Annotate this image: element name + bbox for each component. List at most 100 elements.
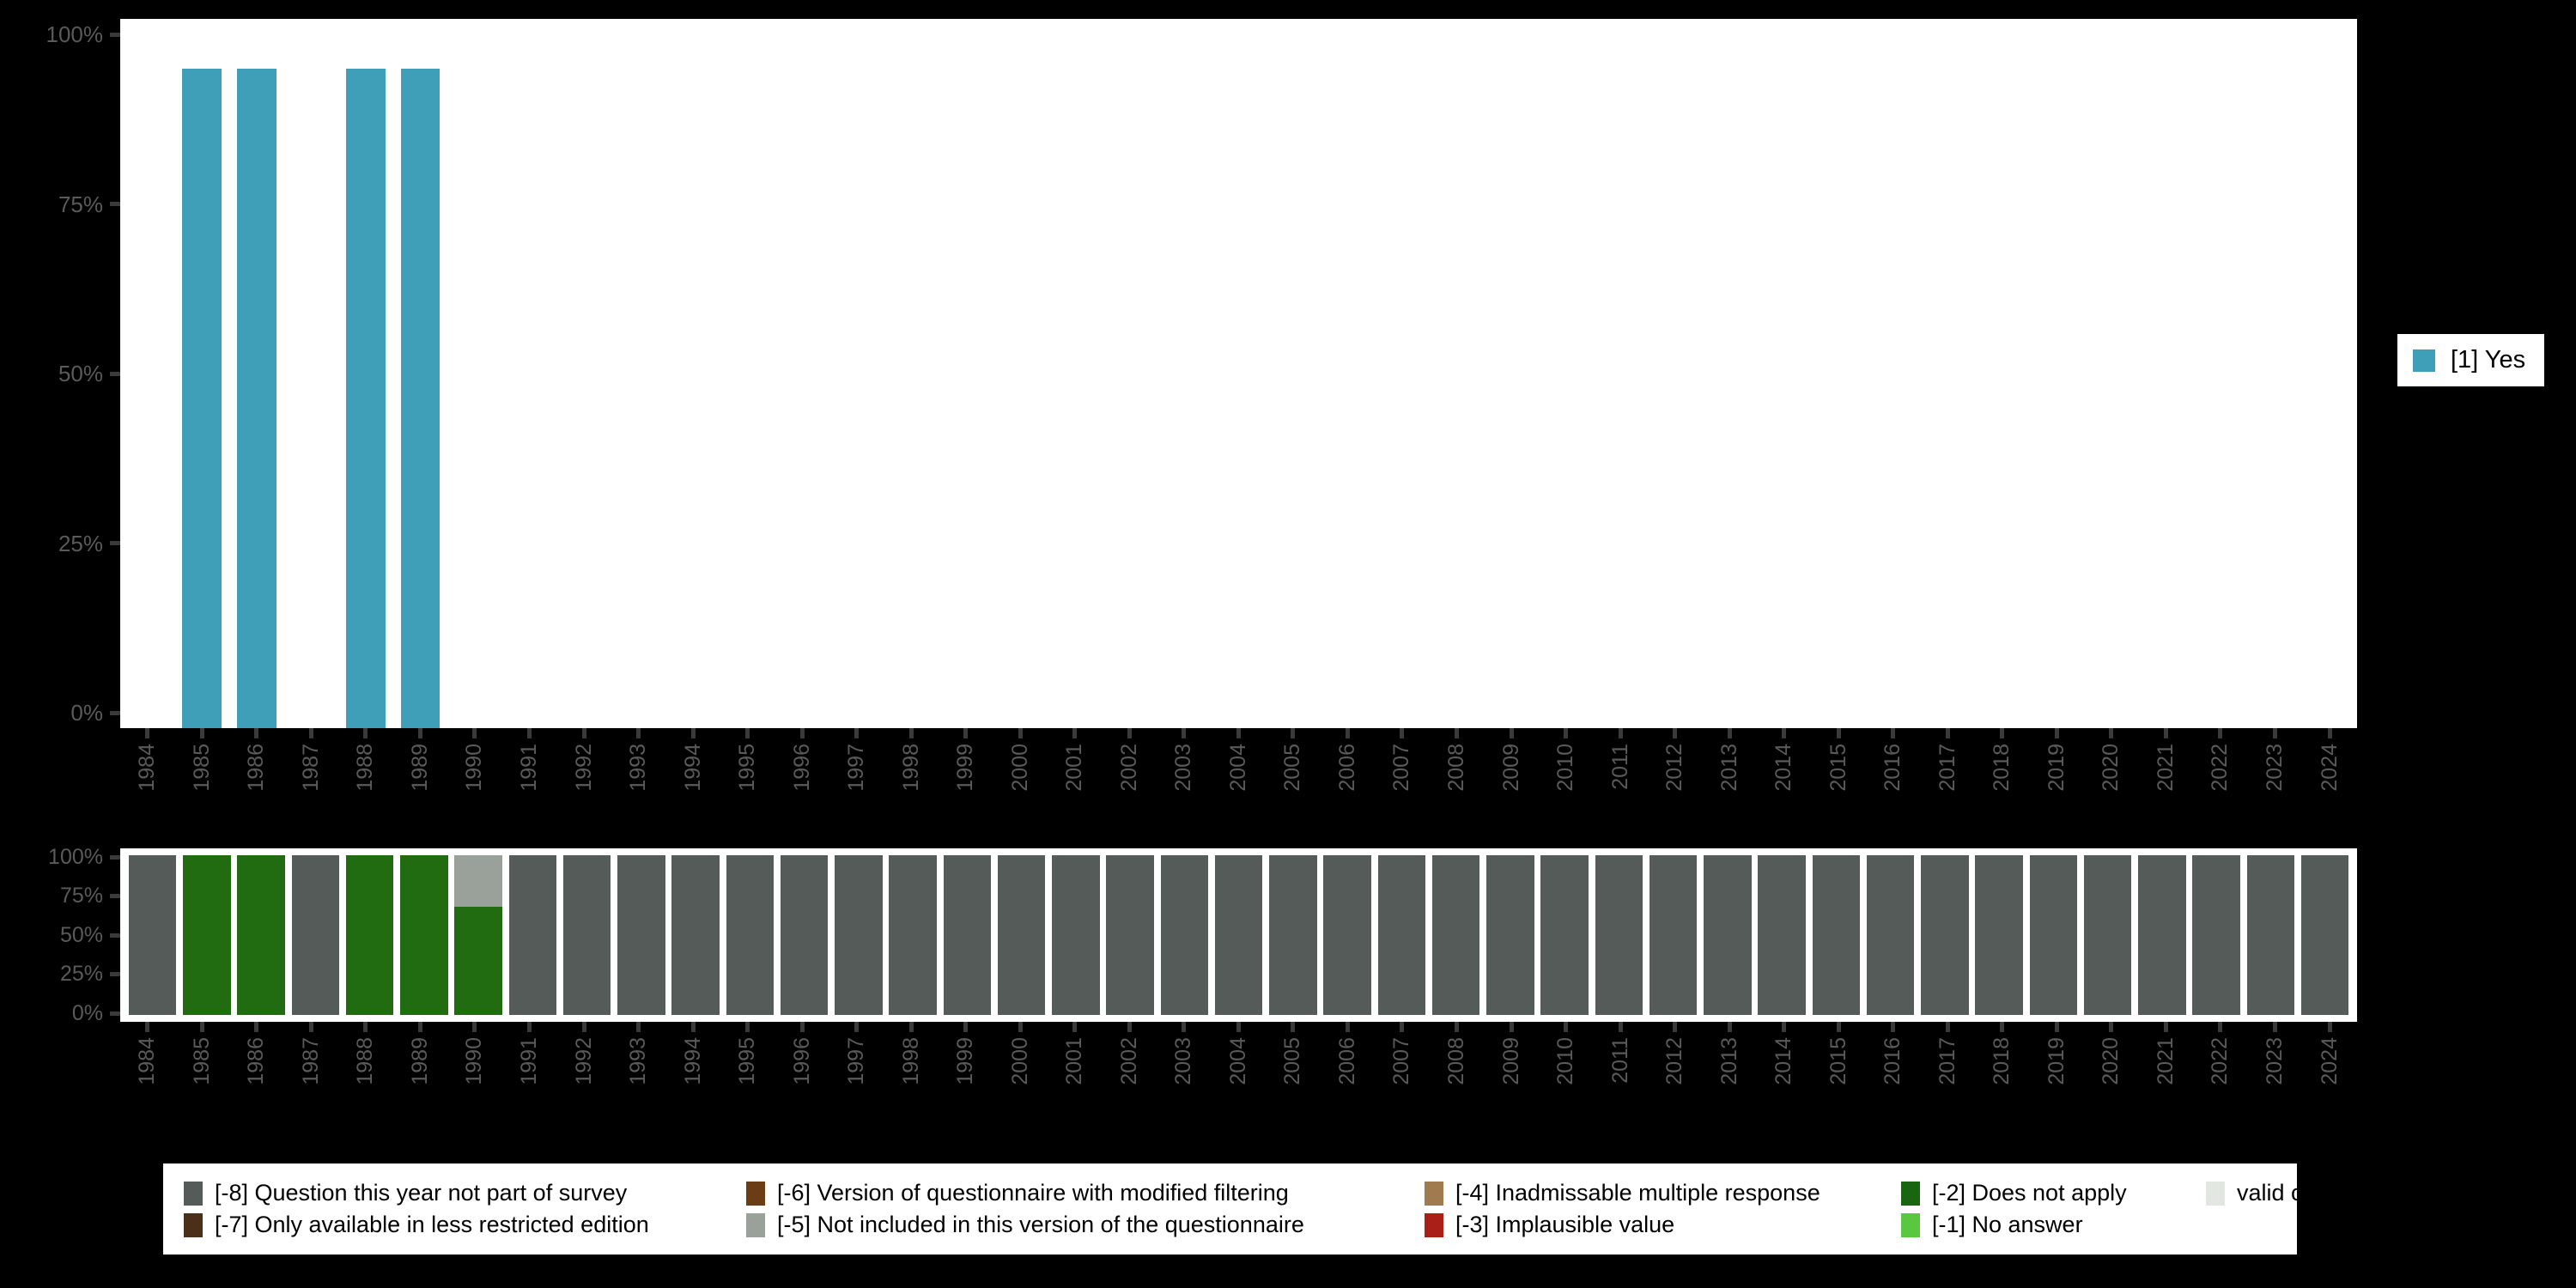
- bottom-chart-bar-segment[interactable]: [183, 855, 231, 1015]
- bottom-chart-bar-slot[interactable]: [506, 855, 560, 1015]
- bottom-chart-bar-segment[interactable]: [454, 906, 502, 1015]
- bottom-chart-bar-slot[interactable]: [1483, 855, 1537, 1015]
- bottom-chart-bar-segment[interactable]: [1866, 855, 1915, 1015]
- status-legend-item[interactable]: valid cases: [2206, 1181, 2352, 1206]
- top-chart-bar-slot[interactable]: [175, 19, 230, 728]
- top-chart-bar[interactable]: [400, 69, 440, 728]
- top-chart-bar-slot[interactable]: [502, 19, 557, 728]
- bottom-chart-bar-slot[interactable]: [125, 855, 179, 1015]
- top-chart-bar-slot[interactable]: [2193, 19, 2248, 728]
- bottom-chart-bar-slot[interactable]: [1809, 855, 1863, 1015]
- series-legend[interactable]: [1] Yes: [2397, 334, 2545, 386]
- bottom-chart-stacked-bar[interactable]: [2029, 855, 2078, 1015]
- bottom-chart-bar-slot[interactable]: [1266, 855, 1320, 1015]
- bottom-chart-bar-segment[interactable]: [997, 855, 1046, 1015]
- bottom-chart-bar-segment[interactable]: [1812, 855, 1861, 1015]
- bottom-chart-bar-segment[interactable]: [835, 855, 883, 1015]
- bottom-chart-stacked-bar[interactable]: [780, 855, 829, 1015]
- bottom-chart-stacked-bar[interactable]: [237, 855, 285, 1015]
- bottom-chart-stacked-bar[interactable]: [508, 855, 557, 1015]
- bottom-chart-bar-slot[interactable]: [452, 855, 506, 1015]
- bottom-chart-stacked-bar[interactable]: [1812, 855, 1861, 1015]
- top-chart-bar-slot[interactable]: [939, 19, 993, 728]
- bottom-chart-stacked-bar[interactable]: [726, 855, 775, 1015]
- bottom-chart-stacked-bar[interactable]: [1649, 855, 1698, 1015]
- top-chart-bar-slot[interactable]: [1975, 19, 2030, 728]
- bottom-chart-bar-slot[interactable]: [289, 855, 343, 1015]
- bottom-chart-bar-segment[interactable]: [617, 855, 665, 1015]
- bottom-chart-bar-slot[interactable]: [2026, 855, 2081, 1015]
- bottom-chart-bar-slot[interactable]: [1375, 855, 1429, 1015]
- bottom-chart-stacked-bar[interactable]: [1921, 855, 1969, 1015]
- bottom-chart-bar-segment[interactable]: [1649, 855, 1698, 1015]
- status-legend-item[interactable]: [-5] Not included in this version of the…: [746, 1212, 1425, 1237]
- bottom-chart-bar-slot[interactable]: [614, 855, 668, 1015]
- top-chart-bar-slot[interactable]: [1866, 19, 1921, 728]
- status-legend[interactable]: [-8] Question this year not part of surv…: [163, 1163, 2352, 1255]
- bottom-chart-bar-segment[interactable]: [1595, 855, 1643, 1015]
- bottom-chart-bar-slot[interactable]: [994, 855, 1048, 1015]
- bottom-chart-bar-segment[interactable]: [562, 855, 611, 1015]
- bottom-chart-bar-slot[interactable]: [397, 855, 451, 1015]
- top-chart-bar-slot[interactable]: [1702, 19, 1757, 728]
- top-chart-bar-slot[interactable]: [447, 19, 502, 728]
- status-legend-item[interactable]: [-3] Implausible value: [1425, 1212, 1901, 1237]
- top-chart-bar-slot[interactable]: [2030, 19, 2085, 728]
- bottom-chart-stacked-bar[interactable]: [345, 855, 394, 1015]
- bottom-chart-bar-segment[interactable]: [1214, 855, 1263, 1015]
- bottom-chart-bar-slot[interactable]: [886, 855, 940, 1015]
- top-chart-bar-slot[interactable]: [2302, 19, 2357, 728]
- top-chart-bar-slot[interactable]: [2084, 19, 2139, 728]
- status-legend-item[interactable]: [-7] Only available in less restricted e…: [184, 1212, 746, 1237]
- top-chart-bar-slot[interactable]: [2248, 19, 2303, 728]
- bottom-chart-stacked-bar[interactable]: [454, 855, 502, 1015]
- top-chart-bar-slot[interactable]: [1103, 19, 1157, 728]
- bottom-chart-bar-segment[interactable]: [1975, 855, 2023, 1015]
- bottom-chart-bar-slot[interactable]: [179, 855, 234, 1015]
- top-chart-bar-slot[interactable]: [1430, 19, 1485, 728]
- status-legend-item[interactable]: [-4] Inadmissable multiple response: [1425, 1181, 1901, 1206]
- bottom-chart-stacked-bar[interactable]: [1214, 855, 1263, 1015]
- bottom-chart-bar-slot[interactable]: [343, 855, 397, 1015]
- top-chart-bar-slot[interactable]: [1266, 19, 1321, 728]
- bottom-chart-bar-segment[interactable]: [2029, 855, 2078, 1015]
- top-chart-bar-slot[interactable]: [229, 19, 284, 728]
- bottom-chart-bar-slot[interactable]: [2081, 855, 2135, 1015]
- bottom-chart-bar-segment[interactable]: [2300, 855, 2349, 1015]
- bottom-chart-bar-slot[interactable]: [1917, 855, 1971, 1015]
- top-chart-bar-slot[interactable]: [1757, 19, 1812, 728]
- bottom-chart-bar-slot[interactable]: [1646, 855, 1700, 1015]
- bottom-chart-stacked-bar[interactable]: [1160, 855, 1209, 1015]
- top-chart-bar-slot[interactable]: [1212, 19, 1267, 728]
- top-chart-bar-slot[interactable]: [284, 19, 339, 728]
- bottom-chart-bar-slot[interactable]: [669, 855, 723, 1015]
- top-chart-bar-slot[interactable]: [720, 19, 775, 728]
- bottom-chart-stacked-bar[interactable]: [2192, 855, 2240, 1015]
- bottom-chart-bar-segment[interactable]: [943, 855, 992, 1015]
- bottom-chart-bar-segment[interactable]: [2246, 855, 2295, 1015]
- bottom-chart-bar-segment[interactable]: [889, 855, 937, 1015]
- top-chart-bar-slot[interactable]: [1539, 19, 1594, 728]
- top-chart-bar[interactable]: [346, 69, 386, 728]
- bottom-chart-bar-slot[interactable]: [1700, 855, 1754, 1015]
- bottom-chart-stacked-bar[interactable]: [1323, 855, 1371, 1015]
- top-chart-bar[interactable]: [182, 69, 222, 728]
- bottom-chart-bar-slot[interactable]: [2298, 855, 2352, 1015]
- bottom-chart-stacked-bar[interactable]: [1052, 855, 1100, 1015]
- bottom-chart-bar-slot[interactable]: [1592, 855, 1646, 1015]
- bottom-chart-bar-slot[interactable]: [831, 855, 885, 1015]
- bottom-chart-bar-slot[interactable]: [940, 855, 994, 1015]
- bottom-chart-bar-slot[interactable]: [560, 855, 614, 1015]
- top-chart-bar-slot[interactable]: [2139, 19, 2194, 728]
- bottom-chart-bar-slot[interactable]: [777, 855, 831, 1015]
- bottom-chart-bar-slot[interactable]: [1103, 855, 1157, 1015]
- bottom-chart-stacked-bar[interactable]: [1758, 855, 1806, 1015]
- bottom-chart-stacked-bar[interactable]: [1866, 855, 1915, 1015]
- bottom-chart-stacked-bar[interactable]: [1106, 855, 1154, 1015]
- bottom-chart-bar-segment[interactable]: [726, 855, 775, 1015]
- bottom-chart-stacked-bar[interactable]: [1975, 855, 2023, 1015]
- bottom-chart-stacked-bar[interactable]: [943, 855, 992, 1015]
- bottom-chart-bar-slot[interactable]: [1755, 855, 1809, 1015]
- bottom-chart-bar-slot[interactable]: [1157, 855, 1212, 1015]
- top-chart-bar-slot[interactable]: [993, 19, 1048, 728]
